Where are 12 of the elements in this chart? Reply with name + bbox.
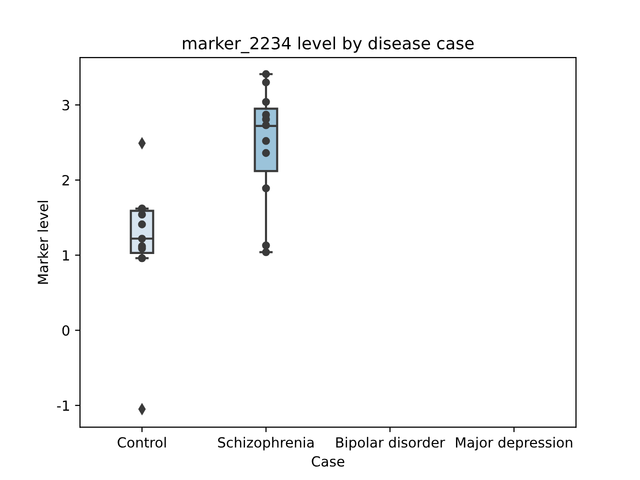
y-tick-label: -1 <box>57 400 69 411</box>
y-tick-label: 1 <box>62 250 69 260</box>
x-tick-label: Schizophrenia <box>218 436 314 450</box>
y-tick-label: 3 <box>62 100 70 110</box>
chart-title: marker_2234 level by disease case <box>182 36 474 54</box>
y-tick-label: 0 <box>62 325 70 336</box>
x-axis-title: Case <box>312 456 344 467</box>
x-tick-label: Bipolar disorder <box>336 436 446 450</box>
y-axis-title: Marker level <box>37 200 48 284</box>
x-tick-label: Major depression <box>456 436 572 450</box>
x-tick-label: Control <box>118 436 166 448</box>
y-tick-label: 2 <box>62 175 69 186</box>
